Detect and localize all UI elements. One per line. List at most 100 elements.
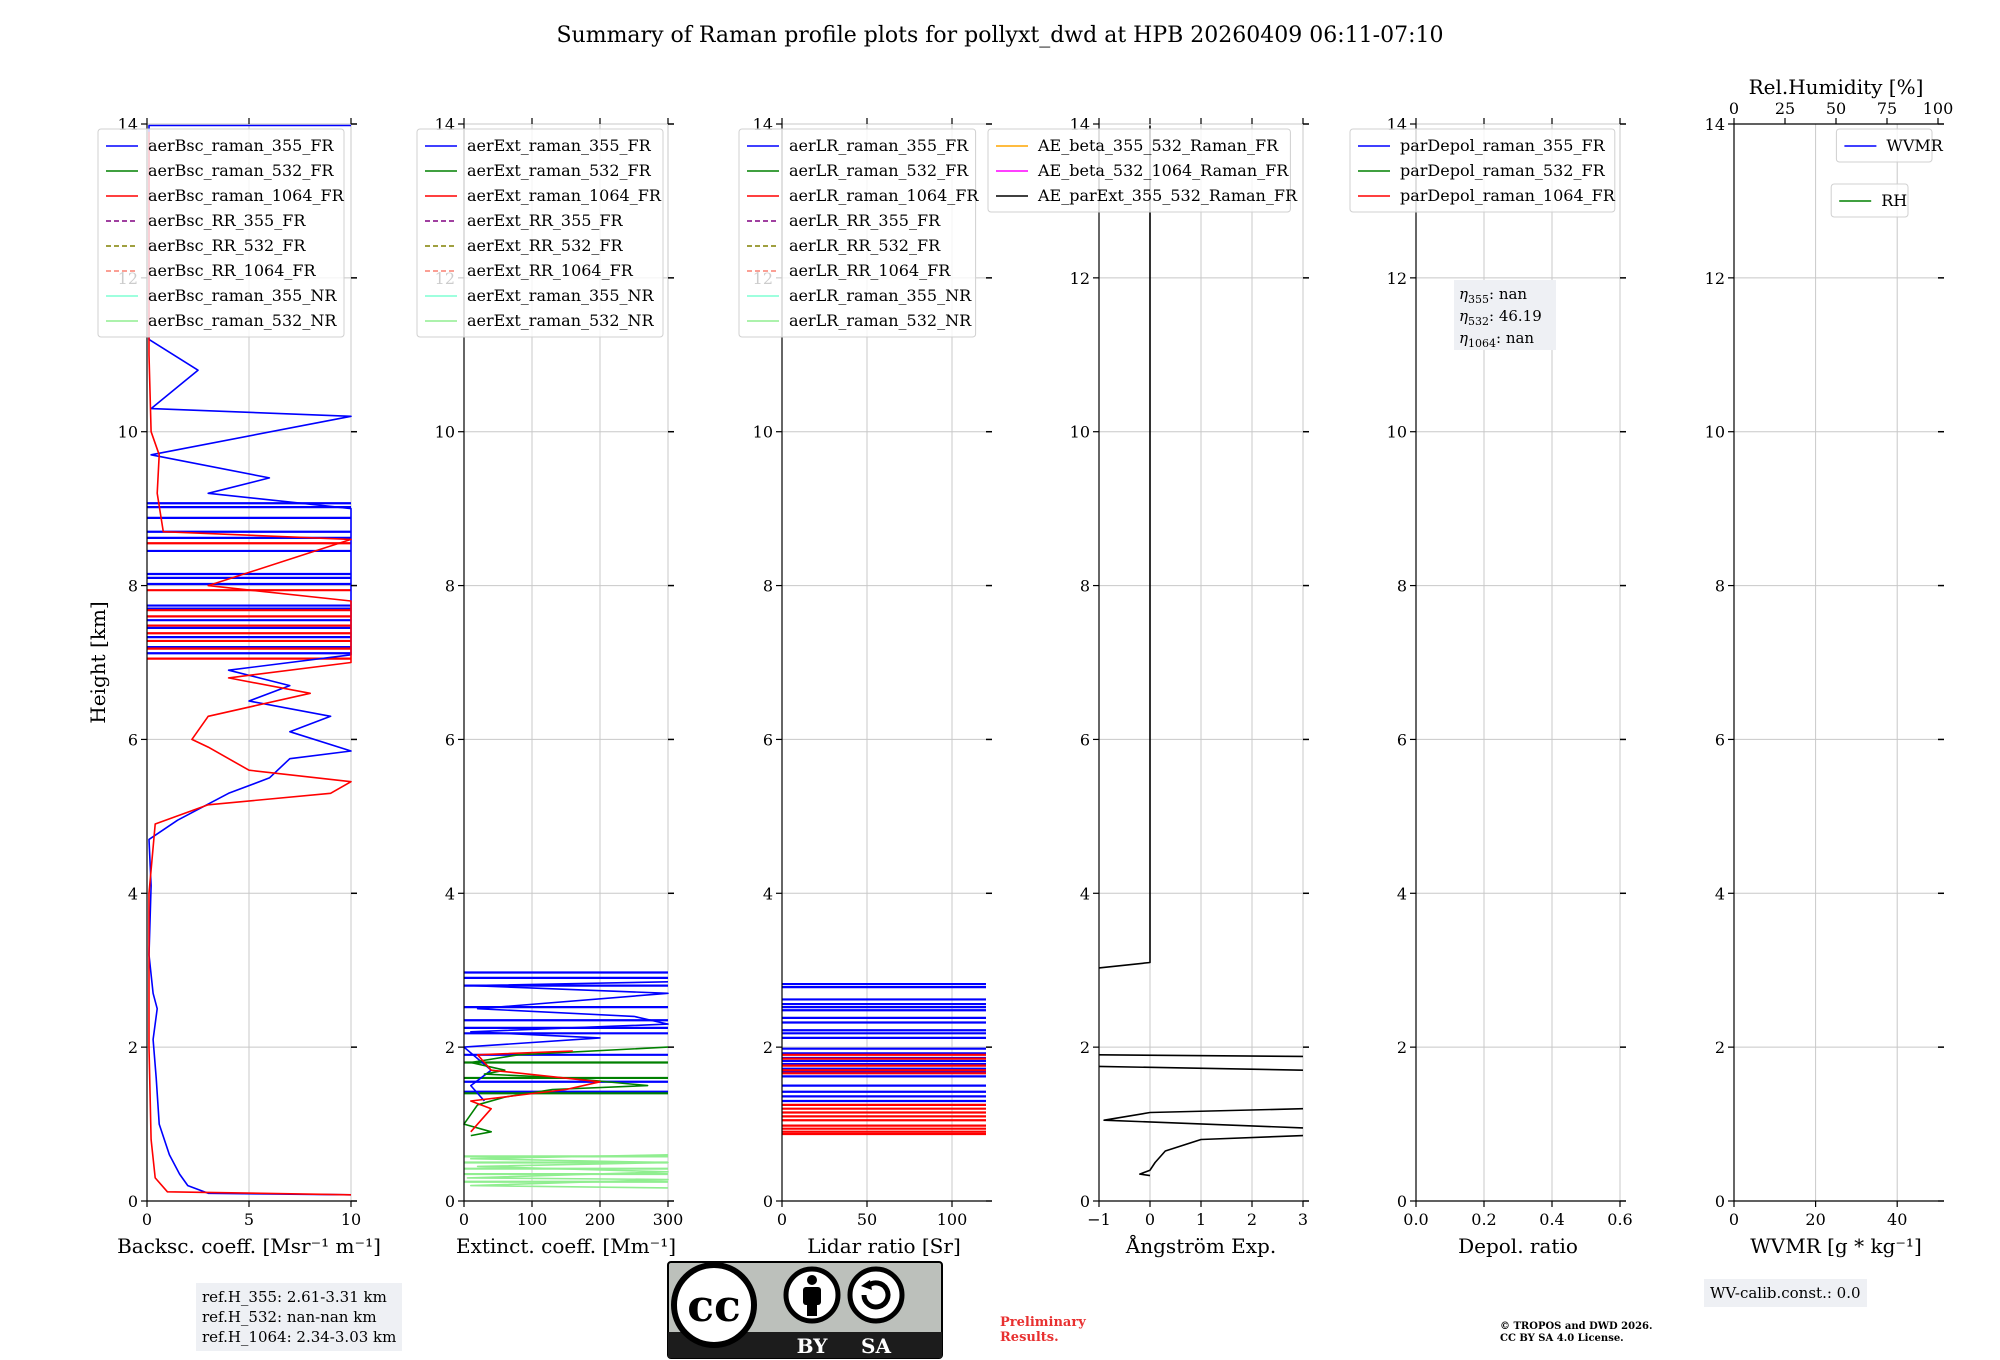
x-axis-label: WVMR [g * kg⁻¹] — [1750, 1234, 1922, 1258]
ytick-label: 8 — [763, 577, 773, 596]
ytick-label: 6 — [1080, 730, 1090, 749]
xtick-label: 40 — [1887, 1210, 1907, 1229]
ytick-label: 6 — [763, 730, 773, 749]
legend-label: aerExt_RR_1064_FR — [467, 261, 634, 280]
xtick-label: 3 — [1298, 1210, 1308, 1229]
legend-label: aerLR_raman_355_NR — [789, 286, 972, 305]
xtick-label: 100 — [517, 1210, 548, 1229]
ytick-label: 2 — [1715, 1038, 1725, 1057]
legend: aerLR_raman_355_FR aerLR_raman_532_FR aerL… — [738, 128, 979, 338]
legend-rh: RH — [1830, 183, 1909, 218]
ytick-label: 8 — [1080, 577, 1090, 596]
legend: aerBsc_raman_355_FR aerBsc_raman_532_FRae… — [97, 128, 345, 338]
xtick-label: 0.6 — [1607, 1210, 1632, 1229]
series-line — [1098, 1065, 1304, 1071]
xtick-label: 0 — [1145, 1210, 1155, 1229]
copyright-line-1: © TROPOS and DWD 2026. — [1500, 1321, 1653, 1332]
legend-label: aerLR_raman_532_FR — [789, 161, 969, 180]
x-axis-label: Lidar ratio [Sr] — [807, 1234, 961, 1258]
xtick-label: 300 — [653, 1210, 684, 1229]
legend: AE_beta_355_532_Raman_FR AE_beta_532_1064… — [987, 128, 1298, 213]
ytick-label: 2 — [445, 1038, 455, 1057]
ref-h-1064: ref.H_1064: 2.34-3.03 km — [202, 1328, 397, 1346]
annotation-frame — [1454, 280, 1556, 350]
legend-label: AE_parExt_355_532_Raman_FR — [1037, 186, 1298, 205]
ytick-label: 6 — [1715, 730, 1725, 749]
legend-label: aerLR_RR_355_FR — [789, 211, 941, 230]
preliminary-line-1: Preliminary — [1000, 1315, 1086, 1330]
preliminary-note: Preliminary Results. — [1000, 1315, 1086, 1345]
legend-frame — [738, 128, 977, 338]
ytick-label: 2 — [1397, 1038, 1407, 1057]
ytick-label: 4 — [1715, 884, 1725, 903]
legend-label: aerBsc_RR_355_FR — [148, 211, 306, 230]
xtick-label: 0 — [459, 1210, 469, 1229]
legend-label: aerBsc_raman_532_FR — [148, 161, 334, 180]
legend-label: aerBsc_raman_355_FR — [148, 136, 334, 155]
legend-label: aerExt_RR_532_FR — [467, 236, 624, 255]
top-xtick-label: 75 — [1877, 99, 1897, 118]
xtick-label: 5 — [244, 1210, 254, 1229]
xtick-label: 0 — [1729, 1210, 1739, 1229]
x-axis-label: Ångström Exp. — [1125, 1233, 1276, 1258]
reference-heights-box: ref.H_355: 2.61-3.31 km ref.H_532: nan-n… — [196, 1283, 403, 1351]
preliminary-line-2: Results. — [1000, 1330, 1059, 1345]
ytick-label: 0 — [1397, 1192, 1407, 1211]
legend-label: aerExt_RR_355_FR — [467, 211, 624, 230]
xtick-label: 20 — [1805, 1210, 1825, 1229]
top-xtick-label: 100 — [1923, 99, 1954, 118]
ytick-label: 12 — [1070, 269, 1090, 288]
series-line — [148, 124, 352, 1196]
legend: parDepol_raman_355_FR parDepol_raman_532_… — [1349, 128, 1616, 213]
legend-label: parDepol_raman_532_FR — [1400, 161, 1606, 180]
legend-label: AE_beta_532_1064_Raman_FR — [1037, 161, 1289, 180]
legend-label: RH — [1881, 191, 1907, 210]
eta-value-532: η532: 46.19 — [1459, 307, 1542, 328]
legend-label: aerExt_raman_355_NR — [467, 286, 655, 305]
series-line — [1098, 1054, 1304, 1058]
top-axis-label: Rel.Humidity [%] — [1749, 75, 1924, 99]
legend-label: aerBsc_raman_355_NR — [148, 286, 337, 305]
ytick-label: 10 — [435, 423, 455, 442]
ytick-label: 0 — [1080, 1192, 1090, 1211]
legend: WVMR — [1835, 128, 1944, 163]
license-by-text: BY — [797, 1334, 829, 1358]
legend-frame — [97, 128, 345, 338]
legend-label: aerLR_raman_532_NR — [789, 311, 972, 330]
legend-label: aerLR_RR_1064_FR — [789, 261, 951, 280]
legend-label: aerLR_raman_355_FR — [789, 136, 969, 155]
ytick-label: 0 — [763, 1192, 773, 1211]
legend-label: aerExt_raman_532_NR — [467, 311, 655, 330]
eta-value-1064: η1064: nan — [1459, 329, 1534, 350]
ref-h-532: ref.H_532: nan-nan km — [202, 1308, 377, 1326]
legend-frame — [1349, 128, 1616, 213]
xtick-label: 200 — [585, 1210, 616, 1229]
legend-label: AE_beta_355_532_Raman_FR — [1037, 136, 1279, 155]
ytick-label: 12 — [1705, 269, 1725, 288]
xtick-label: 0 — [142, 1210, 152, 1229]
panel-bsc: 024681012140510Backsc. coeff. [Msr⁻¹ m⁻¹… — [86, 115, 381, 1258]
license-badge: cc BY SA — [667, 1261, 943, 1359]
legend-label: parDepol_raman_355_FR — [1400, 136, 1606, 155]
ytick-label: 4 — [1397, 884, 1407, 903]
panel-ext: 024681012140100200300Extinct. coeff. [Mm… — [416, 115, 684, 1258]
sa-share-icon — [847, 1266, 905, 1324]
series-line — [1103, 1107, 1304, 1129]
ytick-label: 0 — [445, 1192, 455, 1211]
eta-value-355: η355: nan — [1459, 285, 1527, 306]
panel-lr: 02468101214050100Lidar ratio [Sr]aerLR_r… — [738, 115, 992, 1258]
series-line — [466, 1154, 669, 1189]
series-line — [1098, 125, 1151, 969]
ytick-label: 4 — [128, 884, 138, 903]
ytick-label: 2 — [128, 1038, 138, 1057]
y-axis-label: Height [km] — [86, 601, 110, 723]
ytick-label: 2 — [763, 1038, 773, 1057]
ytick-label: 10 — [1705, 423, 1725, 442]
xtick-label: 100 — [937, 1210, 968, 1229]
legend-label: aerExt_raman_532_FR — [467, 161, 652, 180]
ytick-label: 0 — [1715, 1192, 1725, 1211]
legend-label: aerBsc_RR_1064_FR — [148, 261, 317, 280]
ytick-label: 12 — [1387, 269, 1407, 288]
